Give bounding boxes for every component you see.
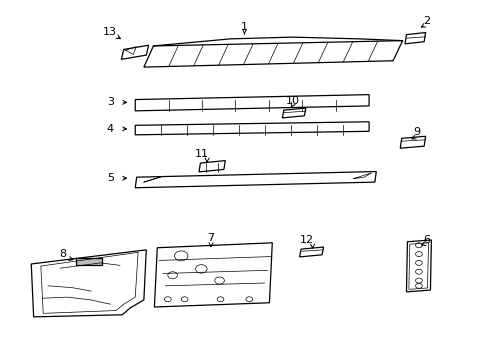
Text: 4: 4 <box>106 124 114 134</box>
FancyBboxPatch shape <box>76 258 102 265</box>
Text: 7: 7 <box>207 233 214 243</box>
Text: 2: 2 <box>422 16 429 26</box>
Text: 5: 5 <box>106 173 114 183</box>
Text: 10: 10 <box>285 96 299 105</box>
Text: 13: 13 <box>103 27 117 37</box>
Text: 3: 3 <box>106 98 114 107</box>
Text: 9: 9 <box>413 127 420 138</box>
Text: 1: 1 <box>241 22 247 32</box>
Text: 6: 6 <box>422 235 429 245</box>
Text: 11: 11 <box>194 149 208 158</box>
Text: 12: 12 <box>299 235 313 245</box>
Text: 8: 8 <box>59 249 66 259</box>
